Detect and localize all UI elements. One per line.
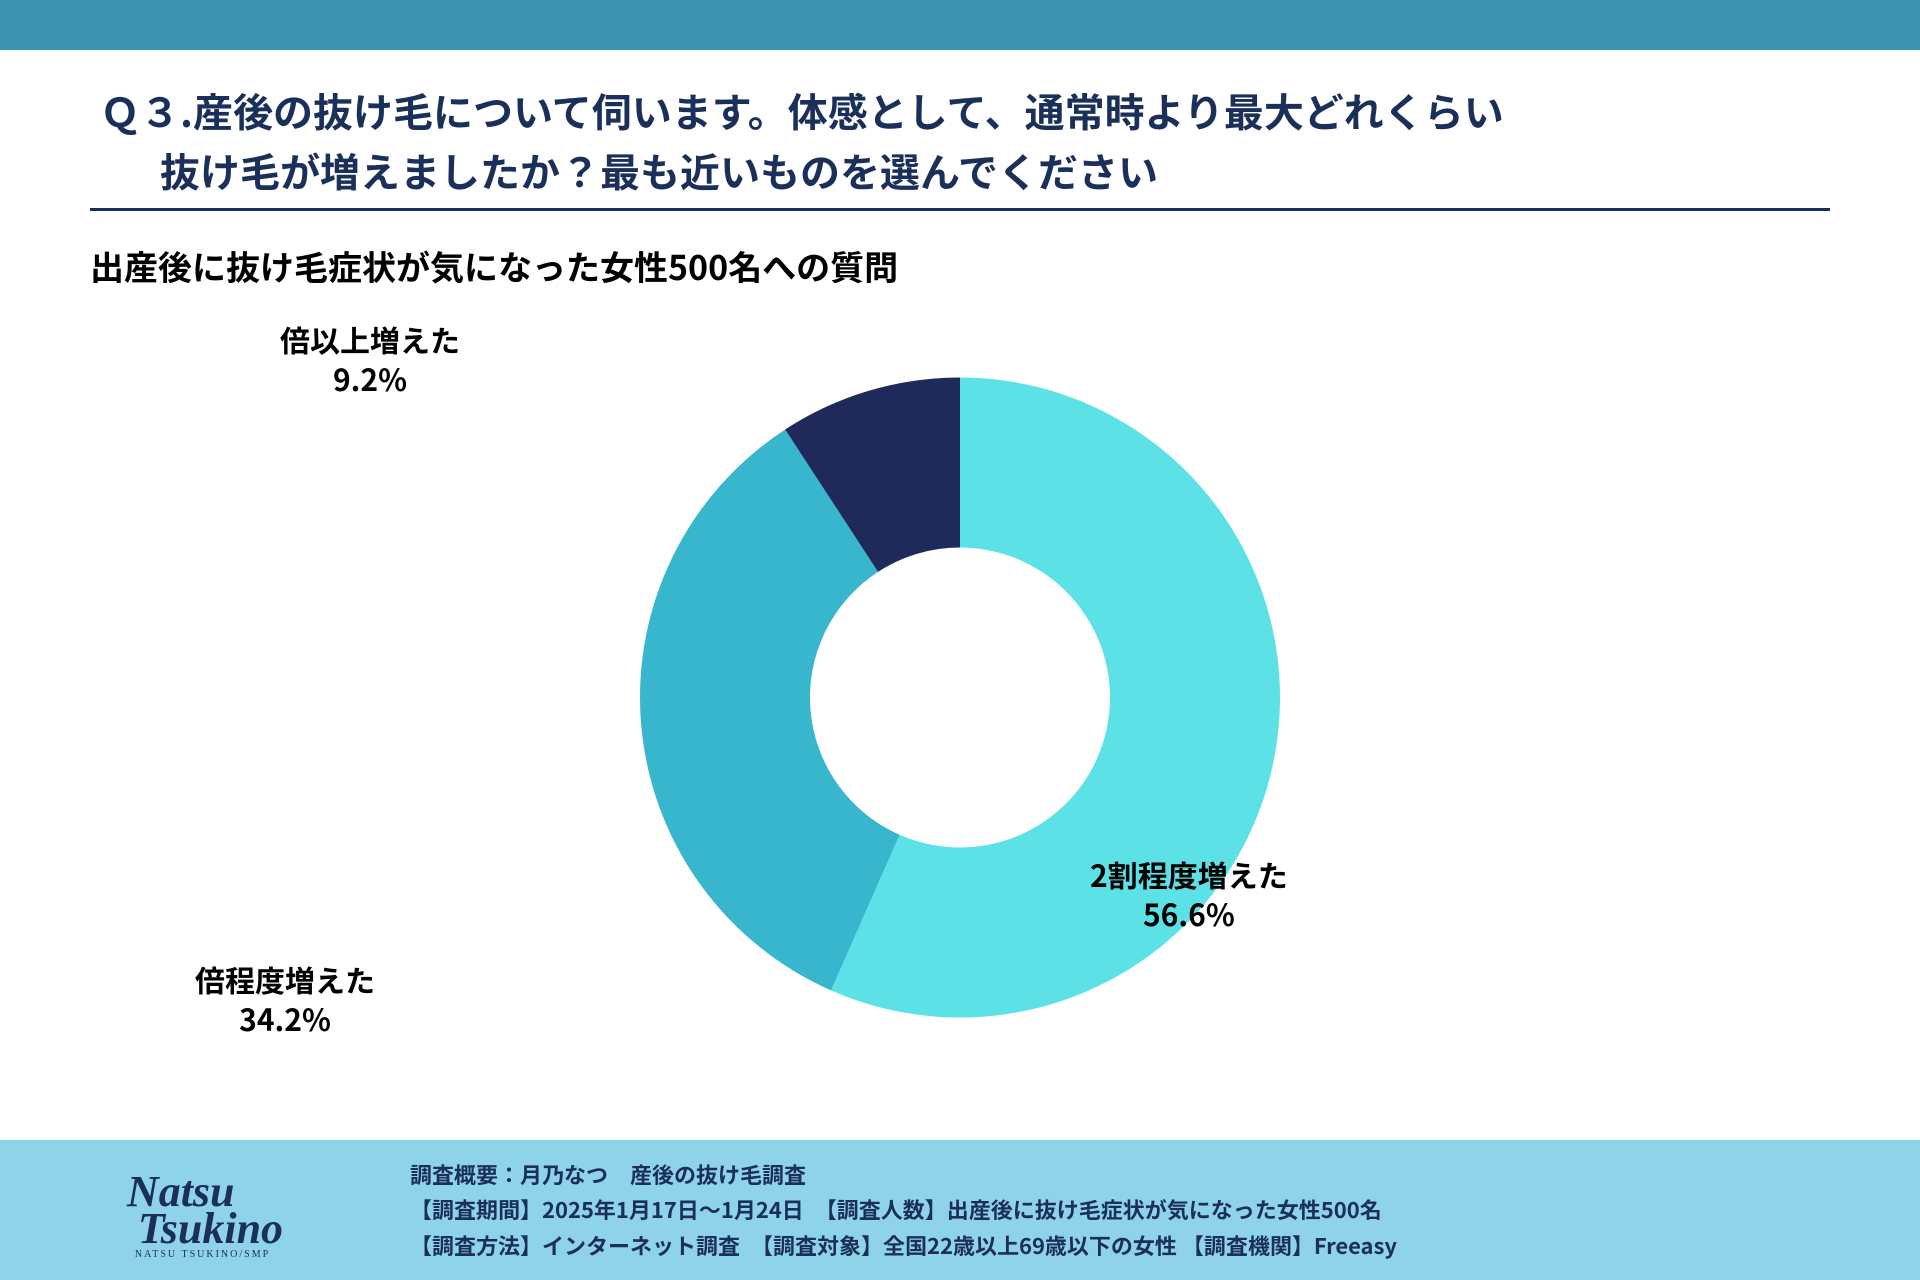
chart-area: 2割程度増えた56.6% 倍程度増えた34.2% 倍以上増えた9.2% — [0, 290, 1920, 1110]
top-bar — [0, 0, 1920, 50]
logo-subtext: NATSU TSUKINO/SMP — [135, 1251, 270, 1260]
slice-label: 2割程度増えた56.6% — [1090, 855, 1288, 933]
footer-line2: 【調査期間】2025年1月17日～1月24日 【調査人数】出産後に抜け毛症状が気… — [410, 1192, 1397, 1227]
question-line1: Ｑ３.産後の抜け毛について伺います。体感として、通常時より最大どれくらい — [100, 81, 1504, 139]
question-block: Ｑ３.産後の抜け毛について伺います。体感として、通常時より最大どれくらい 抜け毛… — [0, 50, 1920, 221]
footer: Natsu Tsukino NATSU TSUKINO/SMP 調査概要：月乃な… — [0, 1140, 1920, 1280]
logo: Natsu Tsukino NATSU TSUKINO/SMP — [0, 1173, 410, 1248]
footer-line1: 調査概要：月乃なつ 産後の抜け毛調査 — [410, 1157, 1397, 1192]
slice-label: 倍程度増えた34.2% — [195, 960, 375, 1038]
question-line2: 抜け毛が増えましたか？最も近いものを選んでください — [100, 140, 1830, 200]
footer-text: 調査概要：月乃なつ 産後の抜け毛調査 【調査期間】2025年1月17日～1月24… — [410, 1157, 1397, 1263]
subtitle: 出産後に抜け毛症状が気になった女性500名への質問 — [0, 221, 1920, 290]
question-text: Ｑ３.産後の抜け毛について伺います。体感として、通常時より最大どれくらい 抜け毛… — [90, 80, 1830, 211]
footer-line3: 【調査方法】インターネット調査 【調査対象】全国22歳以上69歳以下の女性 【調… — [410, 1228, 1397, 1263]
logo-line2: Tsukino — [138, 1204, 283, 1253]
slice-label: 倍以上増えた9.2% — [280, 320, 460, 398]
